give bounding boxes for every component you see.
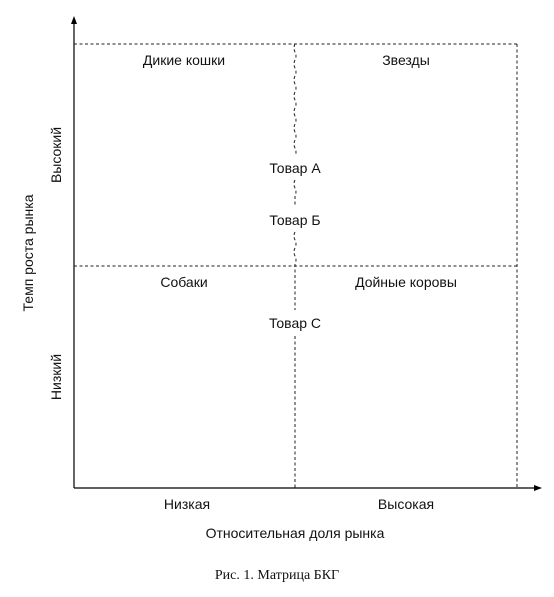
y-axis-low-label: Низкий [48,354,64,400]
product-label-c: Товар С [269,315,321,331]
x-axis-arrow [534,485,542,491]
x-axis-title: Относительная доля рынка [206,525,385,541]
quadrant-label-bottom-left: Собаки [160,274,207,290]
vertical-divider-dashed-segment-2 [293,179,297,205]
vertical-divider-dashed-segment-3 [293,231,297,310]
quadrant-label-top-right: Звезды [382,52,430,68]
quadrant-label-top-left: Дикие кошки [143,52,225,68]
vertical-divider-dashed [293,43,297,157]
figure-caption: Рис. 1. Матрица БКГ [214,568,340,583]
product-label-b: Товар Б [269,212,320,228]
x-axis-low-label: Низкая [164,496,210,512]
y-axis-arrow [71,16,77,24]
y-axis-high-label: Высокий [48,127,64,183]
quadrant-label-bottom-right: Дойные коровы [355,274,457,290]
product-label-a: Товар А [269,160,321,176]
y-axis-title: Темп роста рынка [20,194,36,311]
x-axis-high-label: Высокая [378,496,434,512]
